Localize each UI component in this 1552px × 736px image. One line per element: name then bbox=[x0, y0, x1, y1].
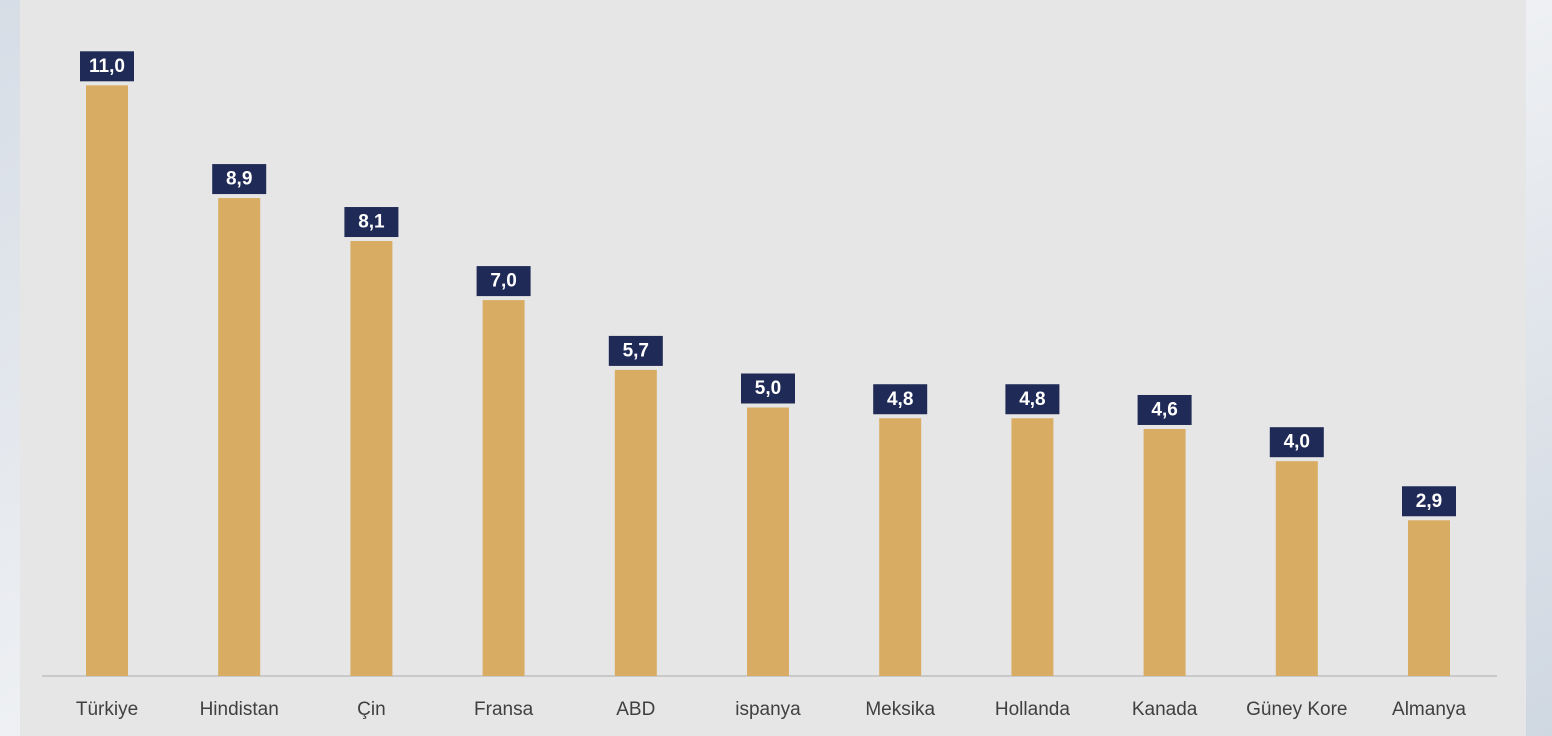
value-label-box bbox=[741, 373, 795, 404]
bar bbox=[747, 407, 789, 676]
value-label-box bbox=[1269, 427, 1324, 458]
bar bbox=[1011, 418, 1054, 676]
value-label: 4,8 bbox=[1019, 389, 1045, 410]
value-label: 8,9 bbox=[226, 169, 252, 190]
bar bbox=[614, 369, 657, 676]
bar bbox=[482, 300, 525, 676]
value-label-box bbox=[80, 51, 134, 82]
x-tick-label: ABD bbox=[616, 699, 655, 720]
value-label: 7,0 bbox=[490, 271, 516, 292]
bar bbox=[1408, 520, 1450, 676]
x-tick-label: Türkiye bbox=[76, 699, 138, 720]
bar bbox=[879, 418, 922, 676]
value-label: 5,7 bbox=[623, 340, 649, 361]
value-label-box bbox=[1137, 394, 1192, 425]
value-label: 4,6 bbox=[1151, 399, 1177, 420]
x-tick-label: Meksika bbox=[865, 699, 935, 720]
x-tick-label: Güney Kore bbox=[1246, 699, 1347, 720]
value-label-box bbox=[476, 266, 531, 297]
bar bbox=[86, 85, 128, 677]
x-tick-label: Çin bbox=[357, 699, 386, 720]
bar bbox=[1143, 428, 1186, 676]
value-label: 2,9 bbox=[1416, 491, 1442, 512]
value-label-box bbox=[608, 335, 663, 366]
value-label: 4,0 bbox=[1284, 432, 1310, 453]
value-label-box bbox=[873, 384, 928, 415]
value-label: 8,1 bbox=[358, 212, 385, 233]
x-tick-label: ispanya bbox=[735, 699, 801, 720]
x-tick-label: Hollanda bbox=[995, 699, 1070, 720]
bar bbox=[350, 241, 393, 676]
x-tick-label: Almanya bbox=[1392, 699, 1466, 720]
value-label-box bbox=[212, 164, 267, 195]
value-label-box bbox=[1005, 384, 1060, 415]
value-label: 5,0 bbox=[755, 378, 781, 399]
value-label: 4,8 bbox=[887, 389, 913, 410]
value-label-box bbox=[1402, 486, 1456, 517]
value-label-box bbox=[344, 207, 399, 238]
x-tick-label: Hindistan bbox=[200, 699, 279, 720]
bar bbox=[218, 198, 261, 676]
x-tick-label: Kanada bbox=[1132, 699, 1198, 720]
bar bbox=[1275, 461, 1318, 676]
x-tick-label: Fransa bbox=[474, 699, 534, 720]
value-label: 11,0 bbox=[89, 56, 125, 77]
